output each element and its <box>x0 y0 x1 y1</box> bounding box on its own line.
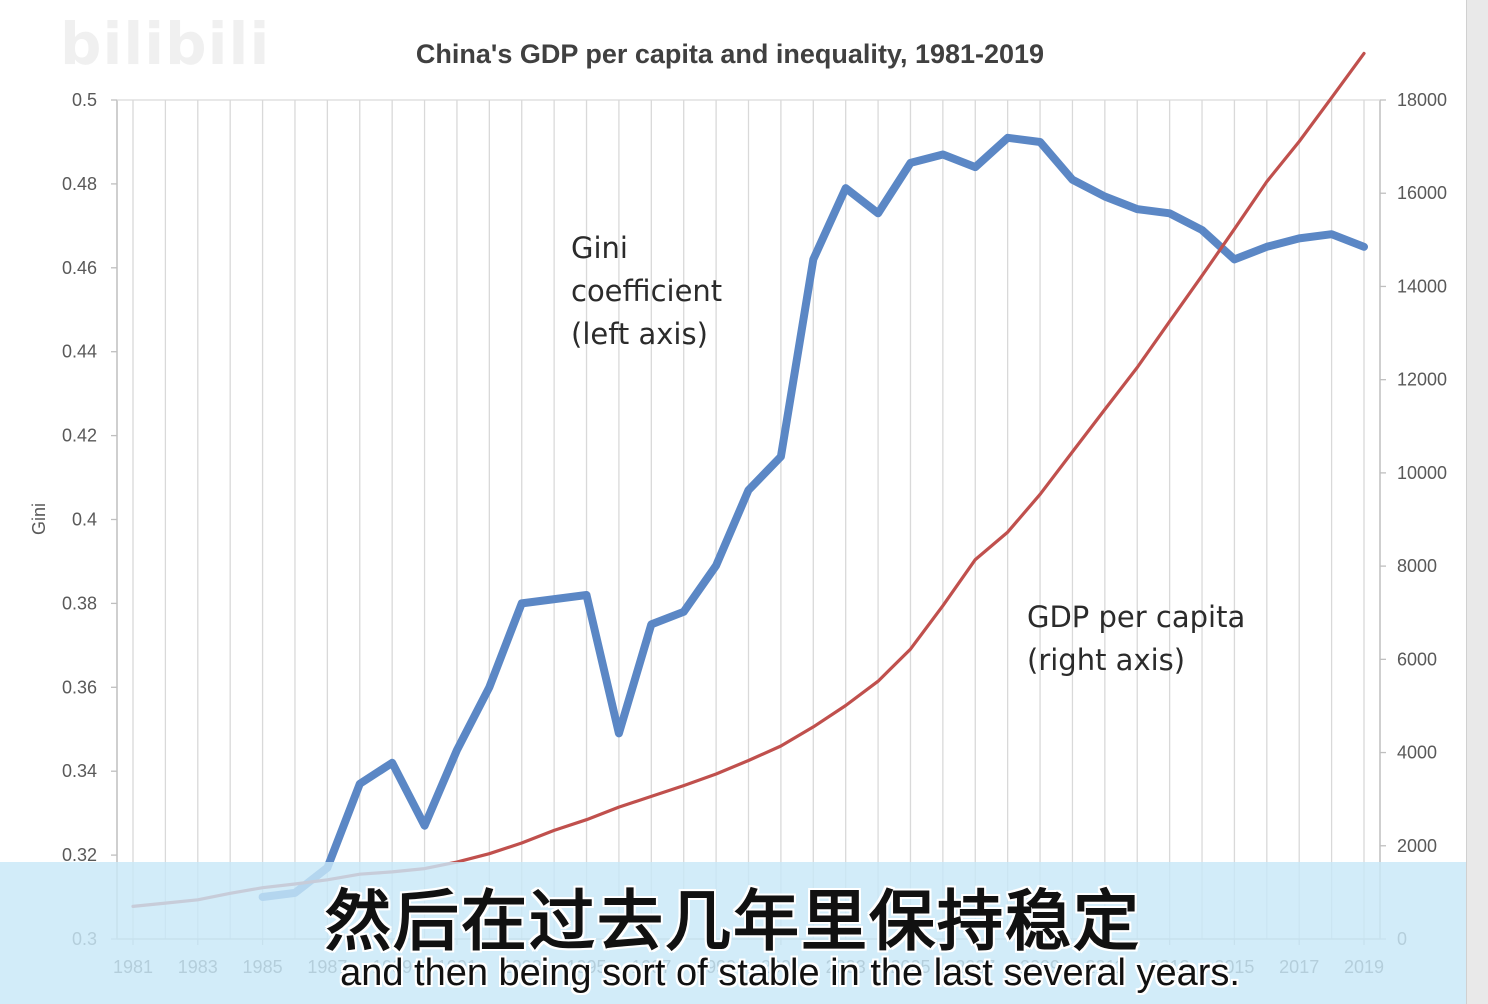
chart-annotation: GDP per capita <box>1027 600 1245 634</box>
subtitle-chinese: 然后在过去几年里保持稳定 <box>325 883 1141 960</box>
chart-annotation: (right axis) <box>1027 643 1185 677</box>
y-tick-label-right: 6000 <box>1397 649 1437 669</box>
y-tick-label-left: 0.42 <box>62 426 97 446</box>
y-tick-label-right: 10000 <box>1397 463 1447 483</box>
y-tick-label-left: 0.5 <box>72 90 97 110</box>
chart-annotation: (left axis) <box>571 317 708 351</box>
chart-annotation: coefficient <box>571 274 722 308</box>
y-tick-label-left: 0.44 <box>62 342 97 362</box>
y-tick-label-left: 0.32 <box>62 845 97 865</box>
subtitle-band <box>0 862 1466 1004</box>
subtitle-english: and then being sort of stable in the las… <box>340 952 1240 994</box>
y-tick-label-right: 14000 <box>1397 276 1447 296</box>
y-tick-label-left: 0.36 <box>62 677 97 697</box>
y-tick-label-right: 2000 <box>1397 836 1437 856</box>
chart-annotation: Gini <box>571 231 628 265</box>
y-tick-label-left: 0.4 <box>72 510 97 530</box>
y-tick-label-right: 18000 <box>1397 90 1447 110</box>
y-tick-label-left: 0.46 <box>62 258 97 278</box>
watermark-logo: bilibili <box>60 10 271 78</box>
y-tick-label-left: 0.34 <box>62 761 97 781</box>
y-axis-label-left: Gini <box>29 503 49 535</box>
chart-title: China's GDP per capita and inequality, 1… <box>416 39 1044 69</box>
y-tick-label-right: 12000 <box>1397 370 1447 390</box>
frame-edge <box>1466 0 1488 1004</box>
y-tick-label-left: 0.38 <box>62 593 97 613</box>
y-tick-label-right: 4000 <box>1397 743 1437 763</box>
y-tick-label-right: 16000 <box>1397 183 1447 203</box>
y-tick-label-left: 0.48 <box>62 174 97 194</box>
y-tick-label-right: 8000 <box>1397 556 1437 576</box>
series-line-gini <box>258 133 1368 901</box>
